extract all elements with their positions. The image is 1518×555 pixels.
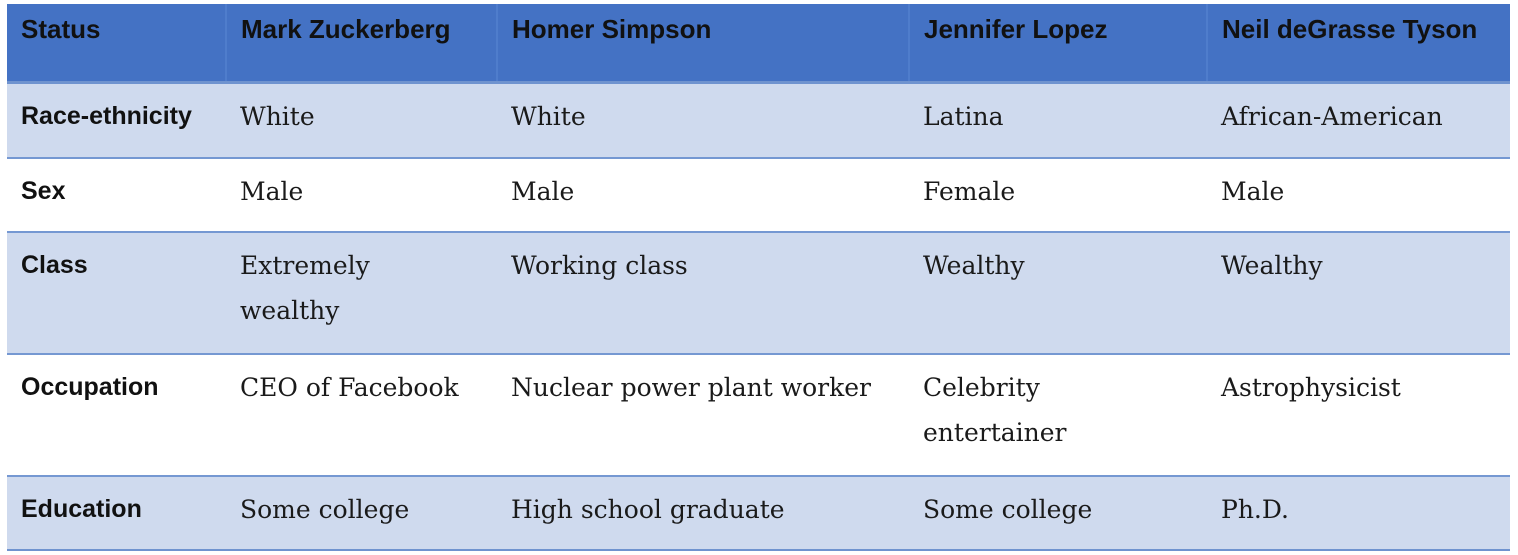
- table-row-race-ethnicity: Race-ethnicity White White Latina Africa…: [7, 81, 1510, 158]
- header-mark-zuckerberg: Mark Zuckerberg: [226, 4, 498, 84]
- table-cell: CEO of Facebook: [226, 353, 497, 476]
- row-label: Class: [7, 231, 226, 354]
- table-cell: High school graduate: [497, 475, 909, 550]
- table-cell: Wealthy: [909, 231, 1207, 354]
- row-label: Race-ethnicity: [7, 81, 226, 158]
- table-cell: Ph.D.: [1207, 475, 1510, 550]
- row-label: Occupation: [7, 353, 226, 476]
- table-row-education: Education Some college High school gradu…: [7, 475, 1510, 550]
- table-cell: Working class: [497, 231, 909, 354]
- table-cell: Some college: [909, 475, 1207, 550]
- table-cell: Extremely wealthy: [226, 231, 497, 354]
- table-cell: Astrophysicist: [1207, 353, 1510, 476]
- table-cell: Male: [1207, 157, 1510, 232]
- table-row-class: Class Extremely wealthy Working class We…: [7, 231, 1510, 354]
- row-label: Education: [7, 475, 226, 550]
- header-jennifer-lopez: Jennifer Lopez: [909, 4, 1208, 84]
- header-homer-simpson: Homer Simpson: [497, 4, 910, 84]
- table-cell: Male: [226, 157, 497, 232]
- table-cell: Male: [497, 157, 909, 232]
- table-cell: Female: [909, 157, 1207, 232]
- table-cell: Latina: [909, 81, 1207, 158]
- row-label: Sex: [7, 157, 226, 232]
- table-cell: Some college: [226, 475, 497, 550]
- table-cell: White: [226, 81, 497, 158]
- status-comparison-table: Status Mark Zuckerberg Homer Simpson Jen…: [7, 4, 1510, 551]
- header-neil-degrasse-tyson: Neil deGrasse Tyson: [1207, 4, 1510, 84]
- table-cell: Celebrity entertainer: [909, 353, 1207, 476]
- table-cell: African-American: [1207, 81, 1510, 158]
- table-row-sex: Sex Male Male Female Male: [7, 157, 1510, 232]
- header-status: Status: [7, 4, 227, 84]
- table-cell: Nuclear power plant worker: [497, 353, 909, 476]
- table-header-row: Status Mark Zuckerberg Homer Simpson Jen…: [7, 4, 1510, 84]
- table-cell: Wealthy: [1207, 231, 1510, 354]
- table-cell: White: [497, 81, 909, 158]
- table-row-occupation: Occupation CEO of Facebook Nuclear power…: [7, 353, 1510, 476]
